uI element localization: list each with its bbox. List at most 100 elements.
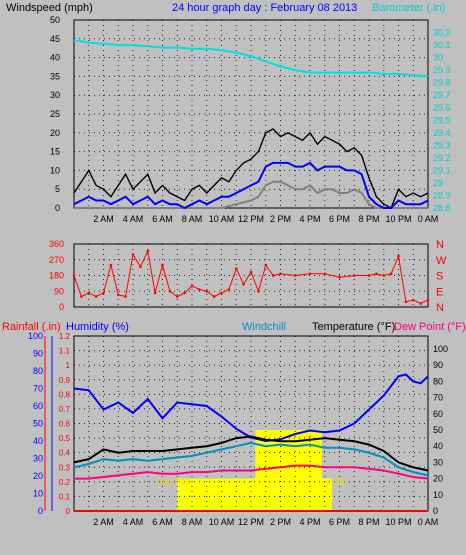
rain-tick-label: 0.3 (59, 463, 71, 472)
sunshine-band (177, 478, 333, 511)
wind-direction-point (168, 290, 172, 293)
barometer-tick-label: 30.1 (433, 40, 451, 50)
wind-tick-label: 30 (50, 90, 60, 100)
humidity-axis-label: Humidity (%) (66, 321, 129, 333)
barometer-tick-label: 29.4 (433, 128, 451, 138)
p1-time-label: 2 AM (93, 214, 114, 224)
barometer-tick-label: 29.8 (433, 78, 451, 88)
barometer-tick-label: 29.1 (433, 165, 451, 175)
wind-direction-point (249, 270, 253, 274)
temperature-label: Temperature (°F) (312, 321, 395, 333)
wind-direction-point (242, 283, 245, 286)
wind-tick-label: 10 (50, 165, 60, 175)
temperature-tick-label: 80 (433, 376, 443, 386)
barometer-tick-label: 29.2 (433, 153, 451, 163)
barometer-tick-label: 29.3 (433, 140, 451, 150)
wind-direction-point (146, 249, 150, 253)
p3-time-label: 2 AM (93, 517, 114, 527)
humidity-tick-label: 10 (33, 489, 43, 499)
temperature-tick-label: 10 (433, 490, 443, 500)
axes: 0510152025303540455028.828.92929.129.229… (28, 15, 451, 527)
rain-tick-label: 0.6 (59, 420, 71, 429)
wind-direction-point (426, 298, 430, 302)
wind-direction-point (264, 263, 268, 267)
wind-tick-label: 45 (50, 34, 60, 44)
compass-label: N (436, 239, 444, 251)
barometer-tick-label: 29.7 (433, 90, 451, 100)
wind-tick-label: 35 (50, 71, 60, 81)
sunshine-area (177, 429, 333, 511)
wind-tick-label: 0 (55, 203, 60, 213)
barometer-tick-label: 29.6 (433, 103, 451, 113)
rain-tick-label: 0.8 (59, 390, 71, 399)
direction-tick-label: 90 (54, 286, 64, 296)
wind-direction-point (419, 302, 422, 305)
rain-tick-label: 0.7 (59, 405, 71, 414)
p3-time-label: 8 PM (358, 517, 379, 527)
barometer-tick-label: 28.8 (433, 203, 451, 213)
compass-label: S (436, 271, 443, 283)
humidity-tick-label: 40 (33, 436, 43, 446)
temperature-tick-label: 0 (433, 506, 438, 516)
p3-time-label: 12 PM (238, 517, 264, 527)
wind-direction-point (367, 274, 371, 277)
wind-direction-point (375, 272, 378, 276)
wind-tick-label: 20 (50, 128, 60, 138)
wind-direction-point (404, 300, 408, 304)
p1-time-label: 0 AM (418, 214, 439, 224)
compass-label: W (436, 255, 447, 267)
wind-direction-point (308, 272, 312, 276)
p1-time-label: 6 AM (152, 214, 173, 224)
barometer-tick-label: 29.5 (433, 115, 451, 125)
rainfall-axis-label: Rainfall (.in) (2, 321, 61, 333)
temperature-tick-label: 60 (433, 409, 443, 419)
wind-direction-point (212, 295, 216, 298)
p3-time-label: 4 AM (123, 517, 144, 527)
p1-time-label: 8 AM (182, 214, 203, 224)
wind-direction-point (353, 274, 356, 277)
p1-time-label: 10 PM (385, 214, 411, 224)
humidity-tick-label: 30 (33, 454, 43, 464)
temperature-line (73, 435, 429, 472)
barometer-tick-label: 30 (433, 53, 443, 63)
wind-direction-point (279, 272, 282, 276)
humidity-tick-label: 90 (33, 349, 43, 359)
wind-direction-point (102, 291, 105, 295)
wind-direction-point (257, 290, 260, 293)
wind-direction-point (161, 263, 164, 267)
wind-direction-point (153, 291, 157, 295)
wind-direction-point (220, 291, 223, 295)
wind-direction-point (117, 293, 120, 297)
wind-tick-label: 15 (50, 147, 60, 157)
wind-direction-point (139, 265, 142, 269)
wind-gust-line (73, 128, 429, 209)
wind-direction-point (227, 288, 231, 291)
compass-label: N (436, 302, 444, 314)
p3-time-label: 10 PM (385, 517, 411, 527)
direction-tick-label: 360 (49, 239, 64, 249)
wind-direction-point (271, 274, 275, 277)
temperature-tick-label: 50 (433, 425, 443, 435)
wind-direction-point (176, 295, 179, 298)
wind-direction-point (294, 274, 297, 277)
humidity-tick-label: 80 (33, 366, 43, 376)
wind-tick-label: 40 (50, 53, 60, 63)
windchill-label: Windchill (242, 321, 286, 333)
p3-time-label: 8 AM (182, 517, 203, 527)
temperature-tick-label: 40 (433, 441, 443, 451)
wind-direction-point (198, 288, 201, 291)
wind-direction-point (323, 272, 327, 276)
wind-direction-point (183, 291, 186, 295)
wind-direction-point (412, 298, 415, 302)
humidity-line (73, 373, 429, 443)
wind-tick-label: 25 (50, 109, 60, 119)
rain-tick-label: 0.9 (59, 376, 71, 385)
direction-tick-label: 270 (49, 255, 64, 265)
p3-time-label: 10 AM (209, 517, 235, 527)
barometer-axis-label: Barometer (.in) (372, 2, 445, 14)
wind-direction-point (338, 276, 341, 279)
wind-direction-point (397, 254, 400, 258)
wind-direction-point (382, 274, 386, 277)
rain-tick-label: 0.4 (59, 449, 71, 458)
p3-time-label: 6 PM (329, 517, 350, 527)
